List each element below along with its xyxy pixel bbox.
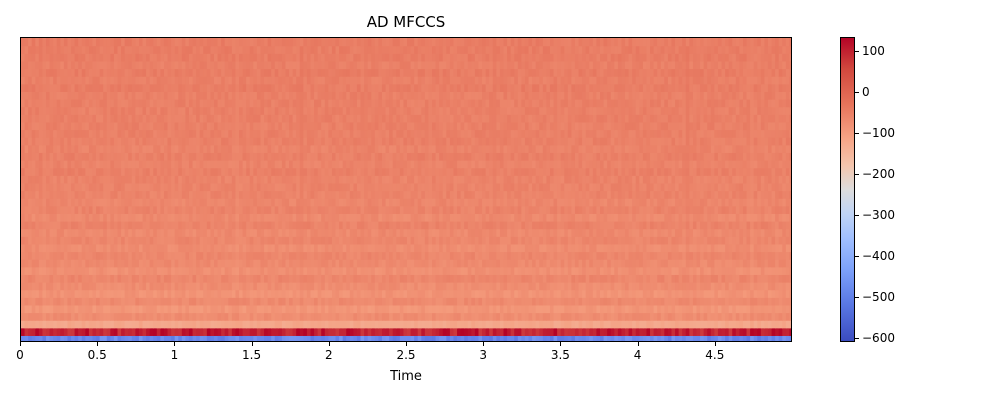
colorbar	[840, 37, 855, 342]
x-tick-label: 4.5	[705, 348, 725, 362]
x-tick-mark	[20, 342, 21, 346]
x-tick-mark	[97, 342, 99, 346]
colorbar-tick-label: 100	[862, 44, 885, 59]
x-tick-mark	[174, 342, 176, 346]
x-tick-label: 3.5	[550, 348, 570, 362]
colorbar-tick-mark	[855, 215, 859, 217]
chart-title: AD MFCCS	[366, 13, 446, 31]
colorbar-tick-mark	[855, 296, 859, 298]
colorbar-tick-mark	[855, 256, 859, 258]
x-tick-mark	[251, 342, 253, 346]
colorbar-tick-label: −500	[862, 289, 895, 304]
mfcc-heatmap	[21, 38, 791, 341]
x-tick-label: 0	[16, 348, 24, 362]
colorbar-tick-label: 0	[862, 85, 870, 100]
x-tick-label: 0.5	[87, 348, 107, 362]
x-tick-label: 2	[324, 348, 333, 362]
colorbar-tick-label: −300	[862, 208, 895, 223]
x-axis-label: Time	[390, 369, 422, 384]
x-tick-label: 4	[633, 348, 642, 362]
colorbar-tick-label: −100	[862, 126, 895, 141]
colorbar-tick-mark	[855, 133, 859, 135]
x-tick-label: 1	[170, 348, 179, 362]
colorbar-tick-mark	[855, 51, 859, 53]
x-tick-label: 1.5	[242, 348, 262, 362]
x-tick-mark	[483, 342, 485, 346]
colorbar-tick-label: −200	[862, 167, 895, 182]
x-tick-mark	[406, 342, 407, 346]
colorbar-tick-mark	[855, 174, 859, 176]
heatmap-plot-area	[20, 37, 792, 342]
x-tick-mark	[560, 342, 562, 346]
x-tick-mark	[328, 342, 330, 346]
colorbar-tick-label: −400	[862, 249, 895, 264]
colorbar-tick-mark	[855, 337, 859, 339]
x-tick-label: 2.5	[396, 348, 416, 362]
colorbar-tick-mark	[855, 92, 859, 94]
colorbar-tick-label: −600	[862, 330, 895, 345]
x-tick-mark	[637, 342, 639, 346]
x-tick-label: 3	[479, 348, 488, 362]
x-tick-mark	[714, 342, 716, 346]
